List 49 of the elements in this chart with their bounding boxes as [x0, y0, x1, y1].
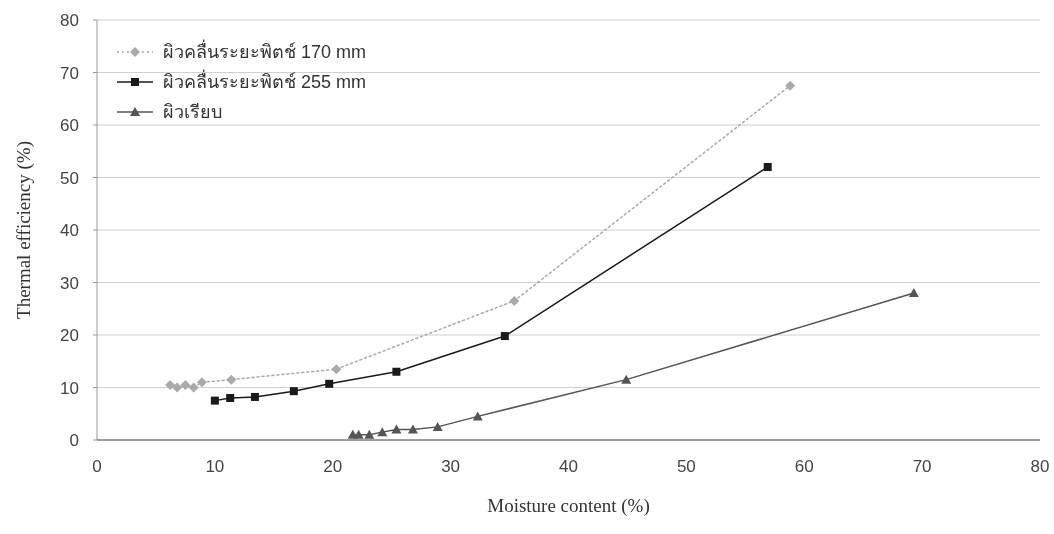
point	[785, 80, 796, 91]
point	[407, 424, 418, 434]
x-tick-label: 20	[323, 457, 343, 476]
y-tick-label: 70	[60, 63, 79, 83]
point	[621, 374, 632, 384]
y-tick-label: 20	[60, 326, 79, 345]
point	[391, 424, 402, 434]
point	[377, 427, 388, 437]
x-axis-title: Moisture content (%)	[487, 495, 650, 517]
point	[172, 382, 183, 393]
point	[226, 374, 237, 385]
point	[196, 377, 207, 388]
legend-label: ผิวคลื่นระยะพิตช์ 170 mm	[163, 39, 367, 62]
point	[364, 429, 375, 439]
point	[226, 394, 235, 402]
point	[763, 163, 772, 171]
point	[331, 364, 342, 375]
x-tick-label: 60	[794, 457, 814, 476]
y-axis-title: Thermal efficiency (%)	[13, 141, 35, 319]
y-tick-label: 10	[60, 378, 79, 398]
legend-label: ผิวเรียบ	[163, 102, 222, 122]
x-tick-label: 70	[912, 457, 932, 476]
point	[353, 429, 364, 439]
y-tick-label: 30	[60, 273, 79, 293]
legend-label: ผิวคลื่นระยะพิตช์ 255 mm	[163, 69, 367, 92]
point	[500, 332, 509, 341]
point	[392, 367, 401, 376]
point	[509, 295, 520, 306]
x-tick-label: 30	[441, 457, 461, 476]
point	[180, 379, 191, 390]
point	[908, 288, 919, 297]
x-tick-label: 0	[92, 457, 102, 476]
point	[325, 379, 334, 388]
y-tick-label: 80	[60, 11, 79, 30]
point	[188, 382, 199, 393]
point	[250, 392, 259, 401]
y-tick-label: 60	[60, 116, 79, 135]
point	[165, 379, 176, 390]
y-tick-label: 50	[60, 168, 79, 188]
x-tick-label: 10	[205, 457, 225, 476]
point	[289, 387, 298, 396]
point	[432, 421, 443, 431]
point	[472, 411, 483, 421]
y-tick-label: 0	[69, 431, 79, 450]
y-tick-label: 40	[60, 221, 79, 240]
point	[210, 396, 219, 405]
x-tick-label: 40	[559, 457, 578, 476]
x-tick-label: 50	[676, 457, 696, 476]
x-tick-label: 80	[1030, 457, 1050, 476]
